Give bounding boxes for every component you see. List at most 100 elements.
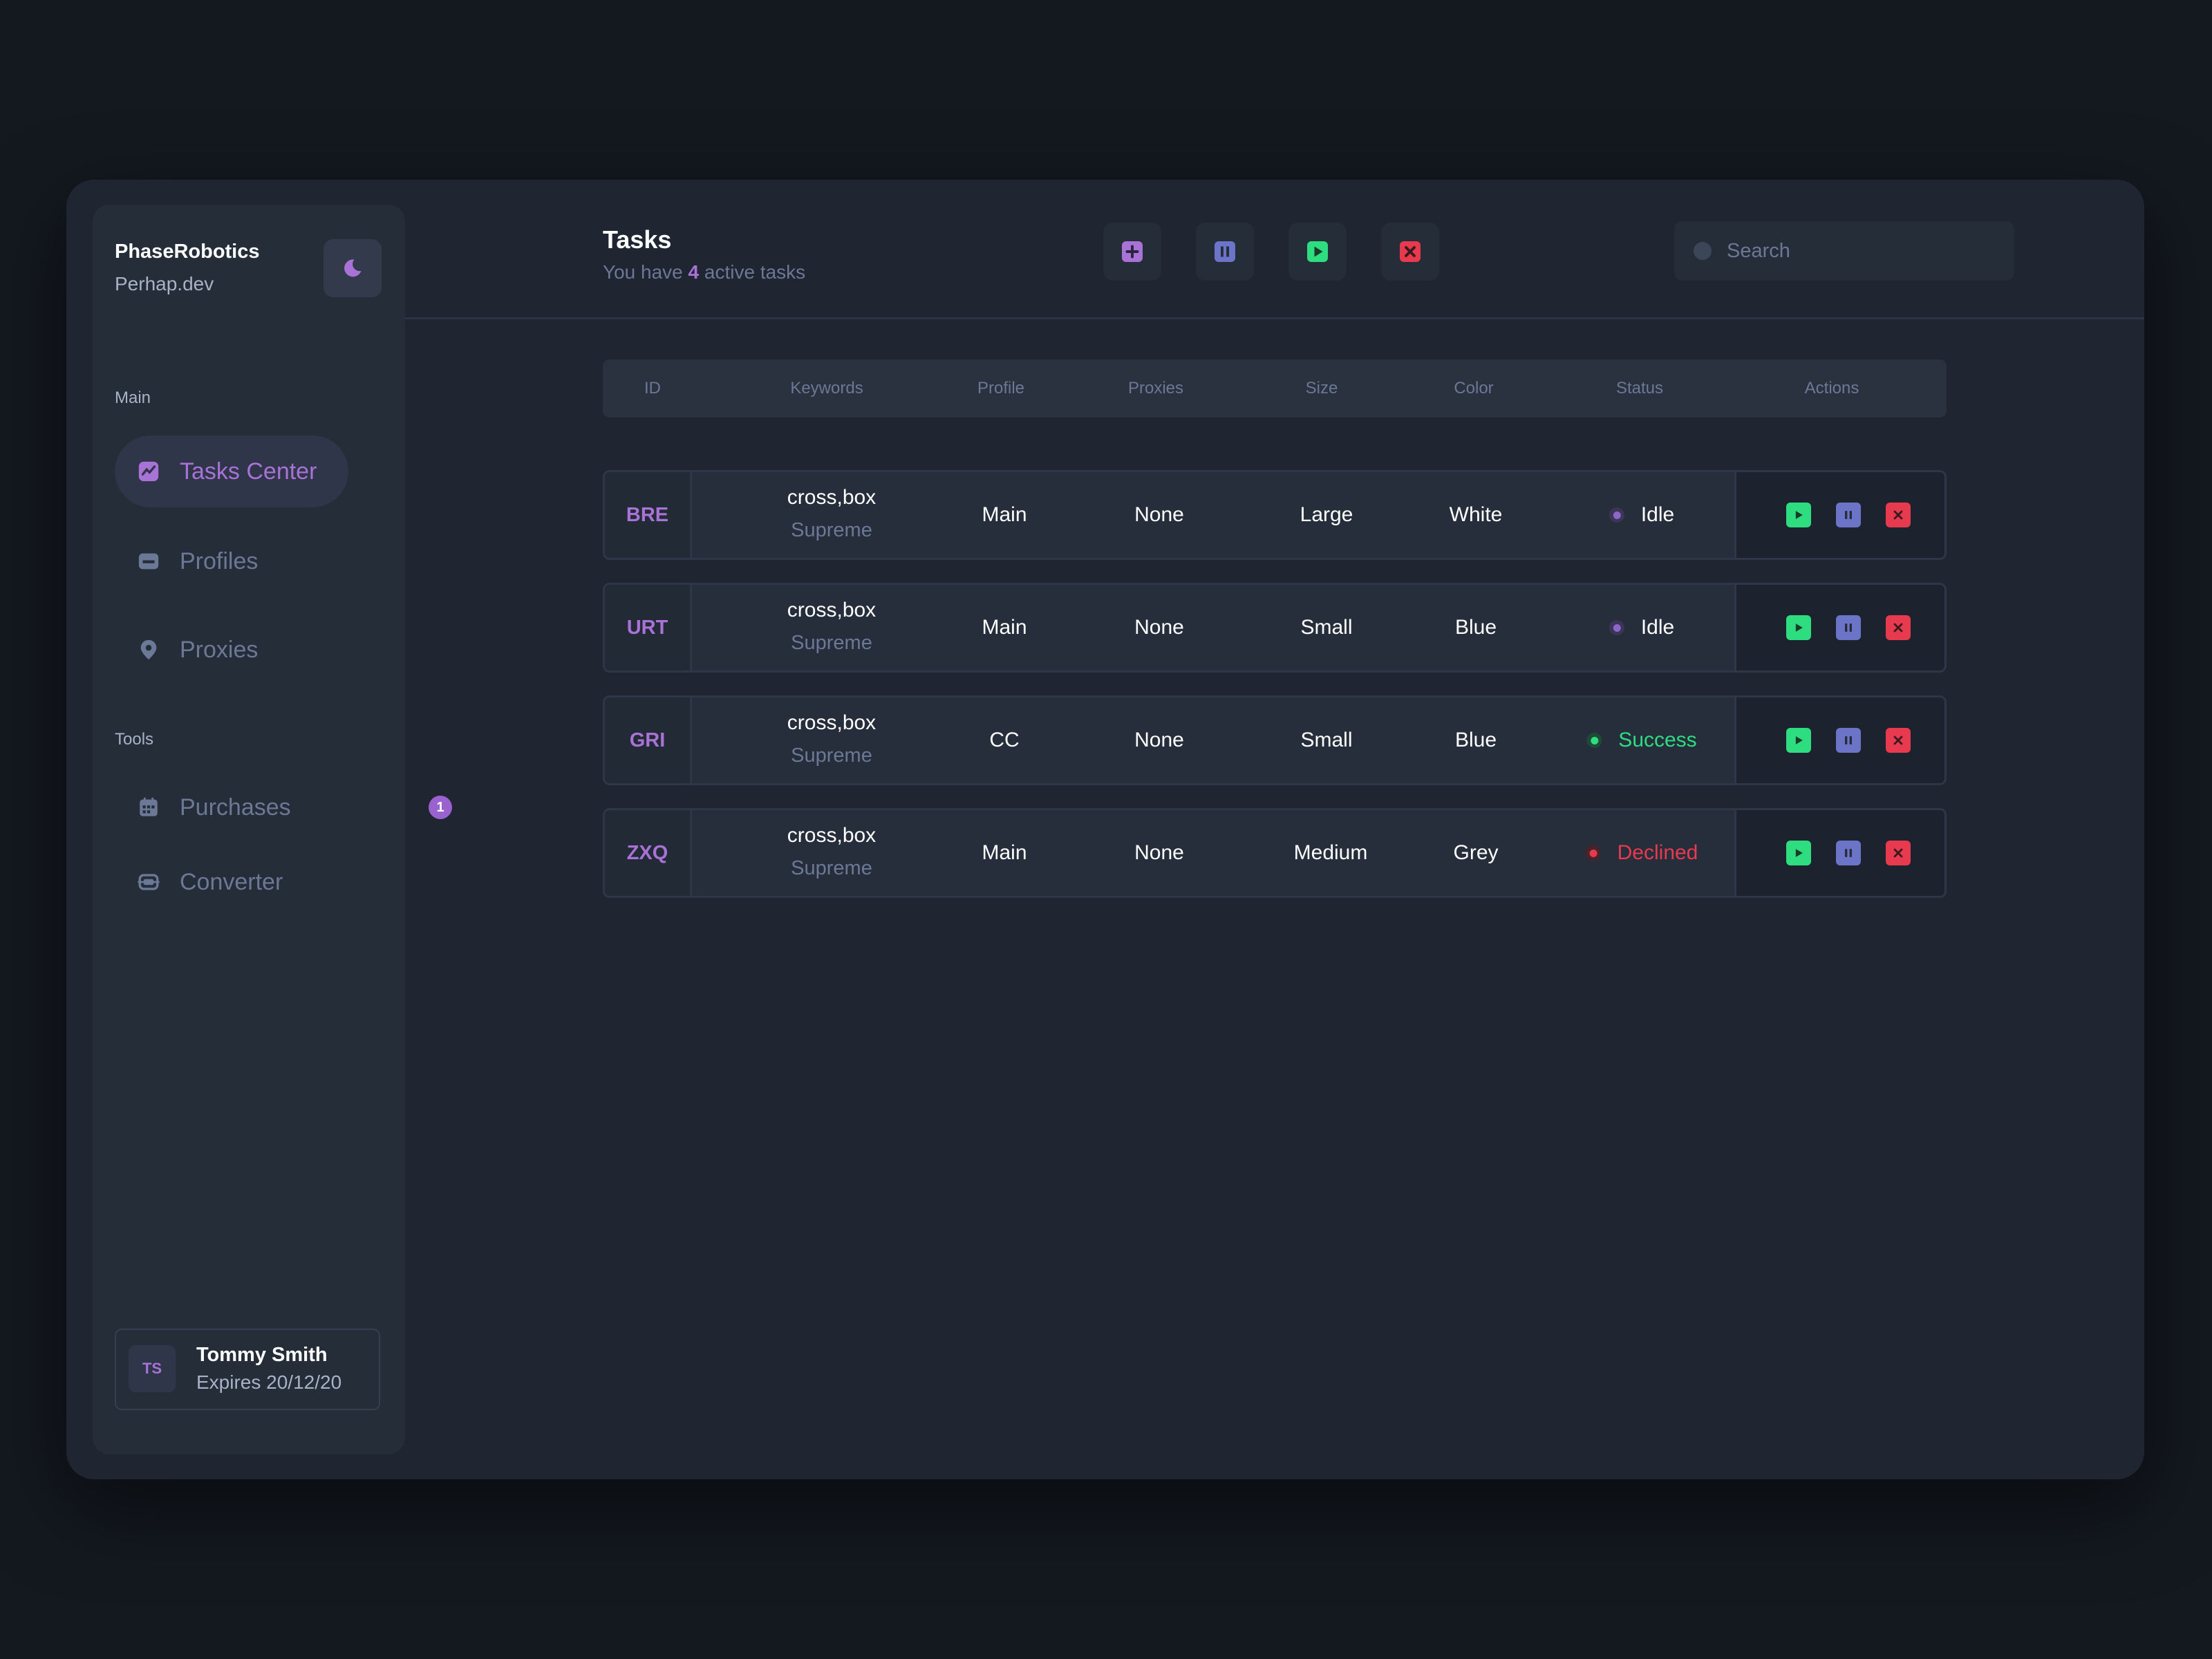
task-id: BRE xyxy=(605,472,692,558)
pause-task-button[interactable] xyxy=(1836,728,1861,753)
column-header-size: Size xyxy=(1305,379,1338,397)
calendar-icon xyxy=(137,796,160,819)
table-row[interactable]: URT cross,box Supreme Main None Small Bl… xyxy=(603,583,1947,673)
task-size: Large xyxy=(1300,503,1353,526)
sidebar-item-label: Profiles xyxy=(180,547,259,574)
search-icon xyxy=(1694,242,1712,260)
status-badge: Idle xyxy=(1609,472,1674,558)
delete-task-button[interactable] xyxy=(1886,615,1911,640)
sidebar-panel: PhaseRobotics Perhap.dev Main Tasks Cent… xyxy=(93,205,452,1454)
delete-task-button[interactable] xyxy=(1886,728,1911,753)
status-text: Success xyxy=(1618,729,1697,751)
active-task-count: 4 xyxy=(688,261,700,283)
start-task-button[interactable] xyxy=(1786,503,1811,527)
brand-block: PhaseRobotics Perhap.dev xyxy=(115,241,260,295)
delete-task-button[interactable] xyxy=(1886,503,1911,527)
play-icon xyxy=(1795,736,1803,744)
avatar: TS xyxy=(129,1345,176,1392)
task-keywords: cross,box xyxy=(787,711,877,734)
task-color: White xyxy=(1449,503,1503,526)
task-keywords: cross,box xyxy=(787,486,877,509)
task-keywords: cross,box xyxy=(787,824,877,847)
row-actions xyxy=(1734,810,1944,896)
task-site: Supreme xyxy=(791,857,872,879)
task-keywords: cross,box xyxy=(787,599,877,621)
user-card[interactable]: TS Tommy Smith Expires 20/12/20 xyxy=(115,1329,380,1410)
card-icon xyxy=(137,550,160,573)
brand-title: PhaseRobotics xyxy=(115,241,260,263)
start-task-button[interactable] xyxy=(1786,728,1811,753)
page-subtitle: You have 4 active tasks xyxy=(603,261,805,283)
pause-all-button[interactable] xyxy=(1196,223,1254,281)
pause-icon xyxy=(1845,511,1852,519)
delete-all-button[interactable] xyxy=(1381,223,1439,281)
task-profile: Main xyxy=(982,503,1027,526)
plus-icon xyxy=(1122,241,1143,262)
sidebar-item-converter[interactable]: Converter xyxy=(115,846,283,918)
row-actions xyxy=(1734,585,1944,671)
keywords-cell: cross,box Supreme xyxy=(787,711,876,767)
search-input[interactable] xyxy=(1727,239,1976,263)
search-box[interactable] xyxy=(1674,221,2014,281)
pause-icon xyxy=(1215,241,1235,262)
start-task-button[interactable] xyxy=(1786,841,1811,865)
close-icon xyxy=(1893,848,1903,858)
pause-task-button[interactable] xyxy=(1836,615,1861,640)
column-header-id: ID xyxy=(644,379,661,397)
status-badge: Success xyxy=(1586,697,1697,783)
task-id: GRI xyxy=(605,697,692,783)
table-row[interactable]: BRE cross,box Supreme Main None Large Wh… xyxy=(603,470,1947,560)
status-badge: Idle xyxy=(1609,585,1674,671)
task-proxies: None xyxy=(1134,841,1184,864)
task-profile: CC xyxy=(989,729,1020,751)
section-main-label: Main xyxy=(115,388,151,407)
task-size: Medium xyxy=(1293,841,1368,864)
subscription-expiry: Expires 20/12/20 xyxy=(196,1371,342,1393)
keywords-cell: cross,box Supreme xyxy=(787,599,876,655)
task-proxies: None xyxy=(1134,616,1184,639)
sidebar-item-profiles[interactable]: Profiles xyxy=(115,525,258,597)
user-name: Tommy Smith xyxy=(196,1344,328,1366)
task-id: ZXQ xyxy=(605,810,692,896)
section-tools-label: Tools xyxy=(115,730,154,749)
play-icon xyxy=(1795,511,1803,519)
delete-task-button[interactable] xyxy=(1886,841,1911,865)
theme-toggle-button[interactable] xyxy=(324,239,382,297)
sidebar-item-label: Tasks Center xyxy=(180,458,317,485)
sidebar-item-tasks-center[interactable]: Tasks Center xyxy=(115,435,348,507)
status-dot xyxy=(1585,845,1601,861)
subtitle-prefix: You have xyxy=(603,261,683,283)
location-pin-icon xyxy=(137,638,160,662)
status-dot xyxy=(1609,620,1624,635)
pause-task-button[interactable] xyxy=(1836,841,1861,865)
table-row[interactable]: GRI cross,box Supreme CC None Small Blue… xyxy=(603,695,1947,785)
sidebar-item-label: Converter xyxy=(180,868,283,895)
task-profile: Main xyxy=(982,841,1027,864)
sidebar-item-purchases[interactable]: Purchases xyxy=(115,771,433,843)
task-color: Blue xyxy=(1454,729,1497,751)
purchases-count-badge: 1 xyxy=(429,796,452,819)
status-dot xyxy=(1609,507,1624,523)
close-icon xyxy=(1893,735,1903,745)
status-text: Idle xyxy=(1640,616,1675,639)
page-header: Tasks You have 4 active tasks xyxy=(405,180,2144,319)
task-site: Supreme xyxy=(791,632,872,654)
close-icon xyxy=(1893,623,1903,632)
task-size: Small xyxy=(1300,729,1353,751)
row-actions xyxy=(1734,472,1944,558)
pause-icon xyxy=(1845,736,1852,744)
status-text: Declined xyxy=(1617,841,1698,864)
pause-icon xyxy=(1845,624,1852,632)
keywords-cell: cross,box Supreme xyxy=(787,824,876,880)
status-dot xyxy=(1586,733,1602,748)
app-container: PhaseRobotics Perhap.dev Main Tasks Cent… xyxy=(66,180,2144,1479)
sidebar-item-proxies[interactable]: Proxies xyxy=(115,614,258,686)
close-icon xyxy=(1893,510,1903,520)
pause-task-button[interactable] xyxy=(1836,503,1861,527)
task-proxies: None xyxy=(1134,503,1184,526)
add-task-button[interactable] xyxy=(1103,223,1161,281)
start-task-button[interactable] xyxy=(1786,615,1811,640)
table-row[interactable]: ZXQ cross,box Supreme Main None Medium G… xyxy=(603,808,1947,898)
start-all-button[interactable] xyxy=(1288,223,1347,281)
converter-icon xyxy=(137,870,160,894)
